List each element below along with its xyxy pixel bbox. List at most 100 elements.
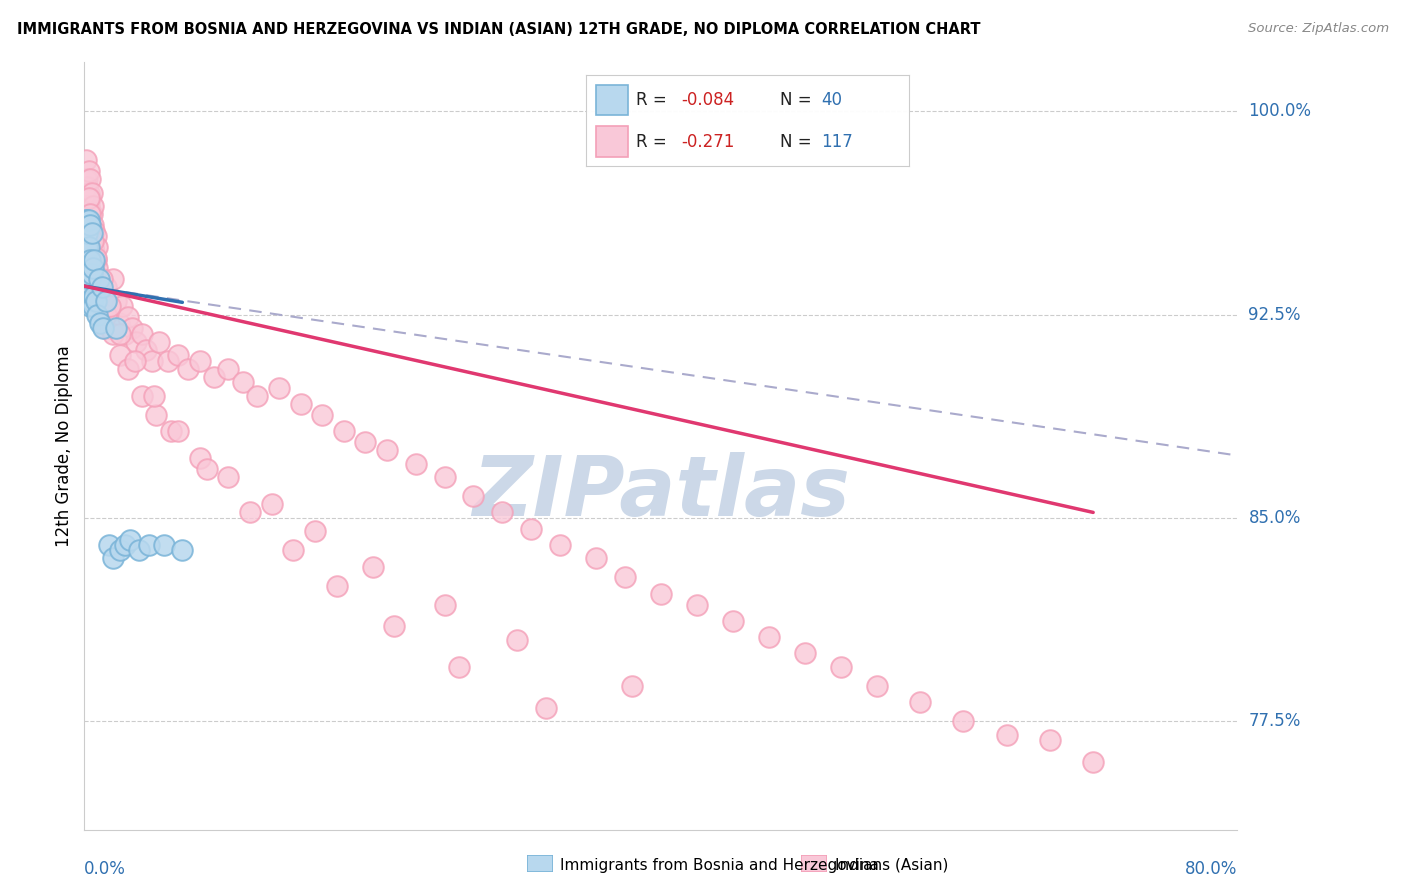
Point [77,199,100,213]
Point [91,321,114,335]
Point [103,551,124,566]
Point [131,326,153,341]
Point [76,212,98,227]
Point [188,451,211,466]
Point [75,240,97,254]
Point [75,212,97,227]
Point [77,240,100,254]
Point [79,218,101,232]
Point [952,714,974,728]
Point [79,207,101,221]
Point [361,559,384,574]
Point [75,153,97,167]
Point [84,228,107,243]
Point [84,293,107,308]
Point [125,334,148,349]
Point [80,293,103,308]
Point [1039,733,1062,747]
Point [77,218,100,232]
Point [721,614,744,628]
Point [433,598,456,612]
Point [76,212,98,227]
Point [75,172,97,186]
Point [89,280,111,294]
Point [76,172,98,186]
Point [80,253,103,268]
Text: Indians (Asian): Indians (Asian) [835,858,949,872]
Point [758,630,780,644]
Point [84,253,107,268]
Point [80,226,103,240]
Point [995,728,1018,742]
Point [76,191,98,205]
Point [333,424,356,438]
Point [83,245,105,260]
Point [506,632,529,647]
Y-axis label: 12th Grade, No Diploma: 12th Grade, No Diploma [55,345,73,547]
Point [910,695,932,709]
Point [90,280,112,294]
Point [491,505,513,519]
Point [375,443,398,458]
Point [98,321,121,335]
Text: 77.5%: 77.5% [1249,712,1301,731]
Point [86,308,108,322]
Point [449,660,471,674]
Point [650,587,672,601]
Point [83,253,105,268]
Point [82,235,104,249]
Point [76,253,98,268]
Point [138,538,160,552]
Text: Immigrants from Bosnia and Herzegovina: Immigrants from Bosnia and Herzegovina [560,858,879,872]
Point [311,408,333,422]
Point [167,348,190,362]
Point [77,293,100,308]
Point [77,212,100,227]
Point [77,186,100,200]
Point [548,538,571,552]
Point [79,172,101,186]
Point [79,253,101,268]
Point [87,272,110,286]
Point [108,316,131,330]
Point [90,272,112,286]
Point [120,533,142,547]
Point [93,321,115,335]
Point [354,434,377,449]
Point [110,326,132,341]
Point [83,223,105,237]
Point [105,293,128,308]
Point [110,348,132,362]
Point [82,218,104,232]
Text: ZIPatlas: ZIPatlas [472,451,849,533]
Point [117,310,139,325]
Point [142,389,165,403]
Point [97,538,120,552]
Point [202,370,225,384]
Point [96,299,118,313]
Point [110,543,132,558]
Point [91,308,114,322]
Point [75,186,97,200]
Point [121,321,143,335]
Point [86,240,108,254]
Point [218,361,240,376]
Point [290,397,312,411]
Point [87,272,110,286]
Point [94,293,117,308]
Point [794,646,817,660]
Point [79,272,101,286]
Point [188,353,211,368]
Point [167,424,190,438]
Point [89,316,111,330]
Point [83,267,105,281]
Point [76,226,98,240]
Point [232,376,254,390]
Point [246,389,269,403]
Point [613,570,636,584]
Point [585,551,607,566]
Point [77,267,100,281]
Point [325,579,347,593]
Point [686,598,709,612]
Point [75,267,97,281]
